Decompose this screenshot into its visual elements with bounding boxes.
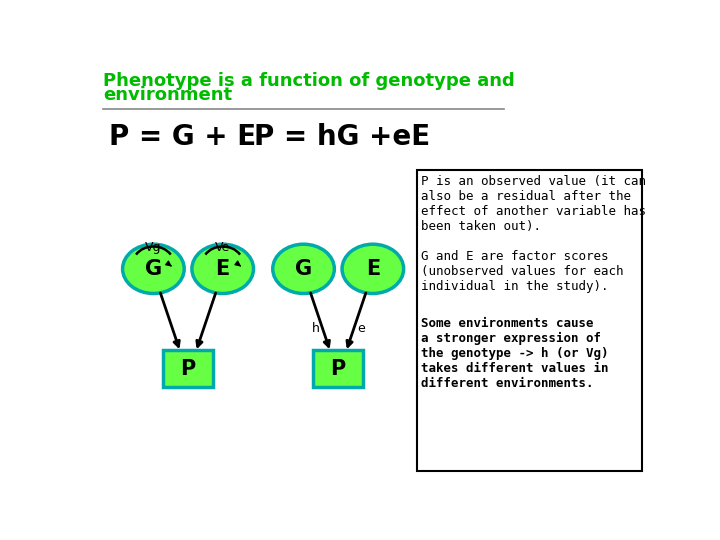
Text: P = hG +eE: P = hG +eE	[253, 123, 430, 151]
Text: E: E	[215, 259, 230, 279]
Text: Some environments cause
a stronger expression of
the genotype -> h (or Vg)
takes: Some environments cause a stronger expre…	[421, 318, 609, 390]
Text: h: h	[312, 322, 320, 335]
Text: P: P	[330, 359, 346, 379]
Text: Ve: Ve	[215, 241, 230, 254]
Text: E: E	[366, 259, 380, 279]
Text: e: e	[357, 322, 364, 335]
Text: G: G	[145, 259, 162, 279]
Ellipse shape	[342, 244, 404, 294]
Text: environment: environment	[104, 86, 233, 104]
Bar	[163, 350, 213, 387]
Text: G: G	[295, 259, 312, 279]
Text: P: P	[181, 359, 196, 379]
Ellipse shape	[122, 244, 184, 294]
Text: Phenotype is a function of genotype and: Phenotype is a function of genotype and	[104, 72, 515, 91]
Text: P = G + E: P = G + E	[109, 123, 256, 151]
Ellipse shape	[273, 244, 334, 294]
Bar	[417, 170, 642, 470]
Ellipse shape	[192, 244, 253, 294]
Text: P is an observed value (it can
also be a residual after the
effect of another va: P is an observed value (it can also be a…	[421, 175, 647, 293]
Bar	[313, 350, 363, 387]
Text: Vg: Vg	[145, 241, 162, 254]
